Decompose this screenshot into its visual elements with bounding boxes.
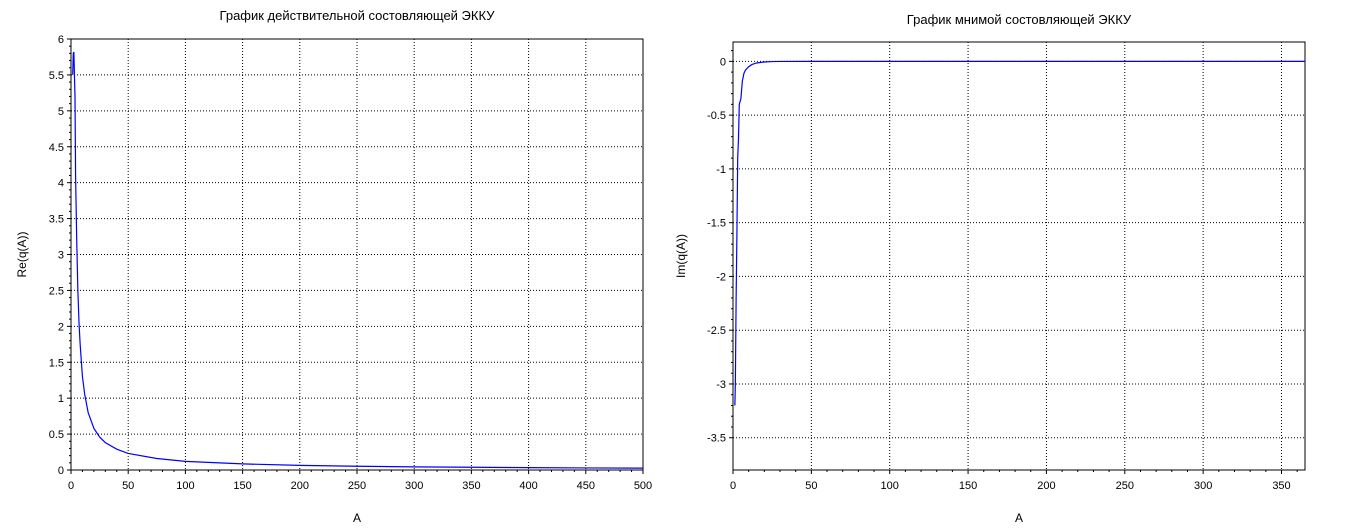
chart2-series-line-0 (734, 60, 1305, 406)
chart1-xtick-label: 50 (122, 480, 134, 492)
chart1-title: График действительной состовляющей ЭККУ (220, 8, 496, 23)
chart2-title: График мнимой состовляющей ЭККУ (907, 12, 1132, 27)
chart1-xlabel: A (353, 511, 361, 525)
chart2-ytick-label: -2 (716, 271, 726, 283)
chart2-ytick-label: -3.5 (707, 433, 726, 445)
chart1-ylabel: Re(q(A)) (15, 231, 29, 277)
chart1-xtick-label: 400 (519, 480, 537, 492)
chart1-ytick-label: 2.5 (49, 285, 64, 297)
chart2-ytick-label: 0 (720, 56, 726, 68)
chart1-ytick-label: 3 (58, 250, 64, 262)
chart2-ylabel: Im(q(A)) (674, 234, 688, 278)
chart1-xtick-label: 350 (462, 480, 480, 492)
chart2-xtick-label: 300 (1194, 480, 1212, 492)
chart1-ytick-label: 4.5 (49, 142, 64, 154)
chart2-xtick-label: 350 (1272, 480, 1290, 492)
chart2-plot-frame (732, 41, 1306, 471)
chart1-xtick-label: 0 (68, 480, 74, 492)
chart2-xtick-label: 50 (805, 480, 817, 492)
chart2-ytick-label: -1.5 (707, 218, 726, 230)
chart2-xtick-label: 250 (1116, 480, 1134, 492)
chart1-xtick-label: 200 (291, 480, 309, 492)
chart1-ytick-label: 0.5 (49, 429, 64, 441)
chart2-ytick-label: -1 (716, 164, 726, 176)
chart1-ytick-label: 1.5 (49, 357, 64, 369)
chart1-ytick-label: 6 (58, 34, 64, 46)
chart2-xtick-label: 0 (730, 480, 736, 492)
chart1-xtick-label: 250 (348, 480, 366, 492)
chart2-ytick-label: -0.5 (707, 110, 726, 122)
chart1-xtick-label: 100 (176, 480, 194, 492)
chart1-ytick-label: 5 (58, 106, 64, 118)
chart1-ytick-label: 4 (58, 178, 64, 190)
chart1-series-line-0 (72, 51, 644, 469)
chart2-xtick-label: 150 (959, 480, 977, 492)
chart2-ytick-label: -2.5 (707, 325, 726, 337)
chart1-ytick-label: 1 (58, 393, 64, 405)
chart2-xtick-label: 100 (881, 480, 899, 492)
chart1-xtick-label: 300 (405, 480, 423, 492)
chart1-ytick-label: 0 (58, 465, 64, 477)
chart1-xtick-label: 150 (233, 480, 251, 492)
chart2-xtick-label: 200 (1037, 480, 1055, 492)
chart1-xtick-label: 450 (577, 480, 595, 492)
chart2-ytick-label: -3 (716, 379, 726, 391)
chart1-ytick-label: 5.5 (49, 70, 64, 82)
chart1-ytick-label: 3.5 (49, 214, 64, 226)
chart2-xlabel: A (1015, 511, 1023, 525)
chart1-xtick-label: 500 (634, 480, 652, 492)
chart1-ytick-label: 2 (58, 321, 64, 333)
